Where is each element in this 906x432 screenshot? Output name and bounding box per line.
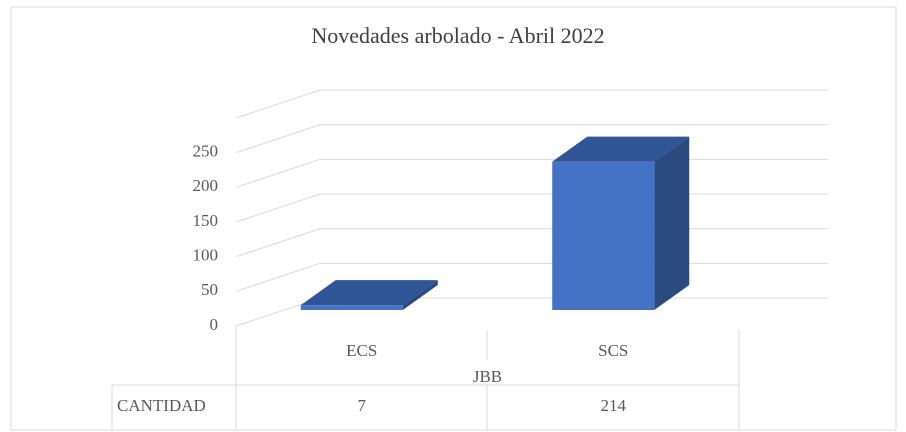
group-label: JBB — [473, 367, 502, 386]
y-tick-label: 150 — [193, 211, 219, 230]
x-tick-label: ECS — [346, 341, 377, 360]
grid-line — [235, 89, 828, 119]
bar-top — [552, 136, 690, 162]
table-value: 214 — [601, 396, 627, 415]
y-tick-label: 200 — [193, 176, 219, 195]
bar-side — [654, 136, 690, 310]
chart-frame — [10, 6, 897, 431]
legend-label: CANTIDAD — [117, 396, 206, 415]
bar — [552, 161, 655, 310]
grid-line — [235, 124, 828, 154]
y-tick-label: 50 — [201, 280, 218, 299]
table-value: 7 — [358, 396, 367, 415]
chart-title: Novedades arbolado - Abril 2022 — [311, 23, 604, 48]
x-tick-label: SCS — [598, 341, 628, 360]
y-tick-label: 0 — [210, 315, 219, 334]
y-tick-label: 250 — [193, 142, 219, 161]
bar — [300, 305, 403, 310]
y-tick-label: 100 — [193, 246, 219, 265]
bar-side — [402, 280, 438, 310]
bar-top — [300, 280, 438, 306]
